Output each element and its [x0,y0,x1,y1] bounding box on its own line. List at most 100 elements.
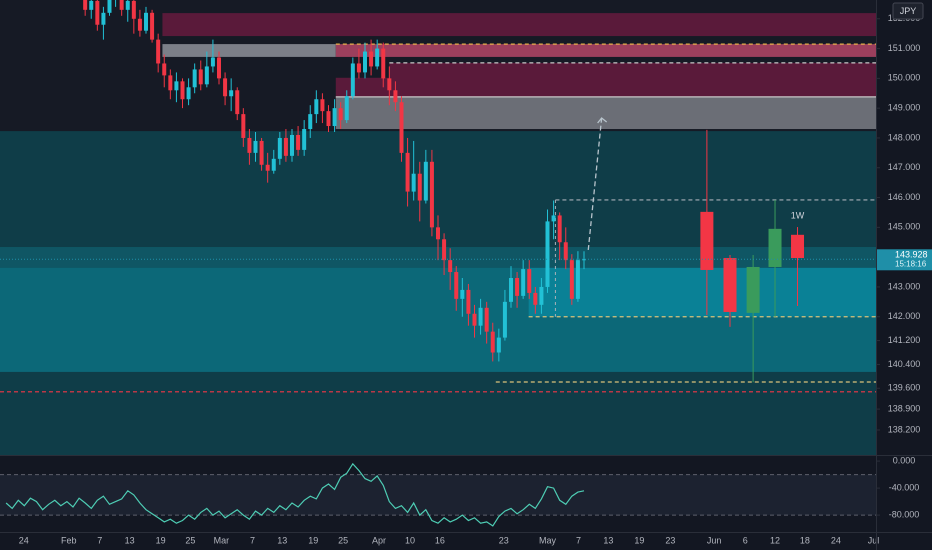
candle-body [405,152,410,192]
candle-body [375,48,380,67]
candle-body [95,0,100,25]
x-tick-label: 16 [435,535,445,545]
y-tick-label: 141.200 [888,335,921,345]
candle-body [162,63,167,76]
candle-body [521,269,526,296]
candle-body [247,137,252,153]
candle-body [582,259,586,261]
candle-body [210,57,215,67]
candle-body [150,12,155,40]
zone [162,13,876,37]
candle-body [229,90,234,97]
candle-body [557,215,562,243]
candle-body [502,301,507,338]
candle-body [241,114,246,138]
candle-body [539,286,544,305]
candle-body [217,57,221,79]
timeframe-label: 1W [791,210,805,220]
candle-body [369,51,374,67]
candle-body [332,108,337,127]
y-tick-label: 149.000 [888,103,921,113]
rsi-tick-label: -80.000 [889,509,920,519]
zone [335,44,876,57]
y-tick-label: 150.000 [888,73,921,83]
candle-body [454,272,459,299]
zone [528,267,876,317]
y-tick-label: 139.600 [888,383,921,393]
x-tick-label: 19 [308,535,318,545]
x-tick-label: 7 [97,535,102,545]
candle-body [723,258,737,312]
x-tick-label: May [539,535,557,545]
x-tick-label: Feb [61,535,77,545]
candle-body [429,161,434,228]
candle-body [125,0,130,10]
candle-body [509,278,513,302]
y-tick-label: 148.000 [888,132,921,142]
candle-body [83,0,88,10]
candle-body [283,137,288,156]
candle-body [259,140,264,165]
x-tick-label: Mar [214,535,230,545]
candle-body [131,0,136,19]
candle-body [791,234,805,259]
candle-body [768,228,782,267]
candle-body [156,39,161,64]
candle-body [472,313,477,326]
x-tick-label: 24 [19,535,29,545]
candle-body [235,90,240,115]
candle-body [496,337,501,353]
candle-body [575,260,580,299]
candle-body [174,81,179,91]
last-price-tag [877,249,932,271]
last-price-label: 143.928 [895,250,928,260]
candle-body [253,140,258,153]
candle-body [119,0,124,10]
candle-body [265,164,270,171]
candle-body [344,96,349,121]
y-tick-label: 146.000 [888,192,921,202]
candle-body [551,215,556,222]
candle-body [107,0,112,13]
x-tick-label: 24 [831,535,841,545]
zone [335,96,876,130]
currency-label: JPY [900,6,917,16]
candle-body [545,221,550,287]
x-tick-label: 7 [576,535,581,545]
rsi-tick-label: -40.000 [889,482,920,492]
rsi-tick-label: 0.000 [893,455,916,465]
x-tick-label: 7 [250,535,255,545]
candle-body [290,134,294,156]
candle-body [308,114,313,130]
candle-body [387,78,392,91]
candle-body [326,111,331,127]
candle-body [144,12,148,31]
arrow-head [597,117,608,124]
x-tick-label: 25 [185,535,195,545]
x-tick-label: 23 [499,535,509,545]
candle-body [746,266,760,313]
candle-body [223,78,228,97]
candle-body [527,269,532,293]
candle-body [466,289,471,314]
candle-body [89,0,94,10]
x-tick-label: 13 [277,535,287,545]
candle-body [484,307,489,332]
x-tick-label: 19 [156,535,166,545]
candle-body [423,161,428,201]
y-tick-label: 143.000 [888,281,921,291]
projection-arrow [587,117,603,251]
y-tick-label: 138.900 [888,403,921,413]
rsi-line [5,462,585,527]
candle-body [320,99,325,112]
candle-body [569,260,574,299]
candle-body [363,51,367,73]
candle-body [563,242,568,261]
candle-body [448,260,453,273]
candle-body [204,66,209,85]
candle-body [533,292,538,305]
candle-body [700,211,714,270]
y-tick-label: 138.200 [888,424,921,434]
x-tick-label: 10 [405,535,415,545]
